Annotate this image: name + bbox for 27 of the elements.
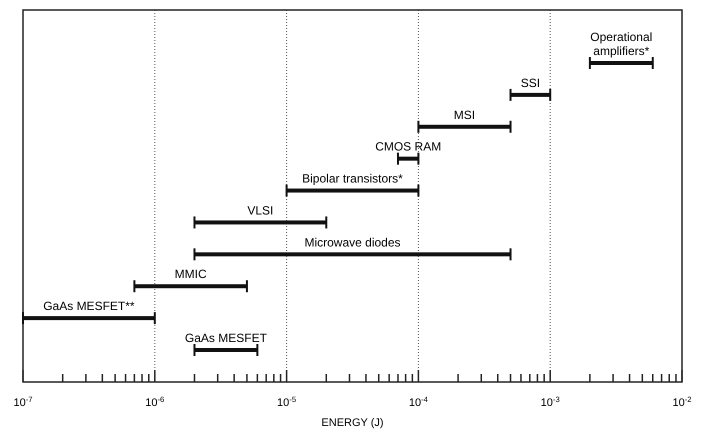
y-tick-label: GaAs MESFET [184, 331, 268, 345]
bar [398, 156, 418, 161]
y-tick-label: Microwave diodes [304, 235, 401, 250]
bar [590, 61, 653, 65]
y-tick-label: Bipolar transistors* [302, 172, 404, 186]
bar [194, 252, 511, 256]
x-tick-label: 10$^{-6}$ [145, 394, 164, 409]
bar [134, 284, 247, 288]
y-tick-label: MSI [454, 108, 476, 122]
x-tick-label: 10$^{-4}$ [408, 394, 429, 409]
x-tick-label: 10$^{-7}$ [13, 394, 33, 409]
bar [194, 348, 258, 352]
y-tick-label: MMIC [174, 267, 207, 282]
x-tick-label: 10$^{-3}$ [540, 394, 560, 409]
bar [418, 124, 511, 129]
y-tick-label: CMOS RAM [375, 140, 442, 154]
x-tick-label: 10$^{-5}$ [277, 394, 296, 409]
y-tick-label: SSI [520, 76, 540, 90]
y-tick-label: VLSI [247, 203, 274, 218]
x-axis-title: ENERGY (J) [321, 417, 384, 429]
bar [23, 316, 155, 320]
bar [194, 220, 326, 224]
y-tick-label: Operational amplifiers* [590, 30, 652, 58]
bar [510, 92, 550, 97]
bar [286, 188, 418, 193]
x-tick-label: 10$^{-2}$ [672, 394, 692, 409]
y-tick-label: GaAs MESFET** [43, 299, 135, 314]
